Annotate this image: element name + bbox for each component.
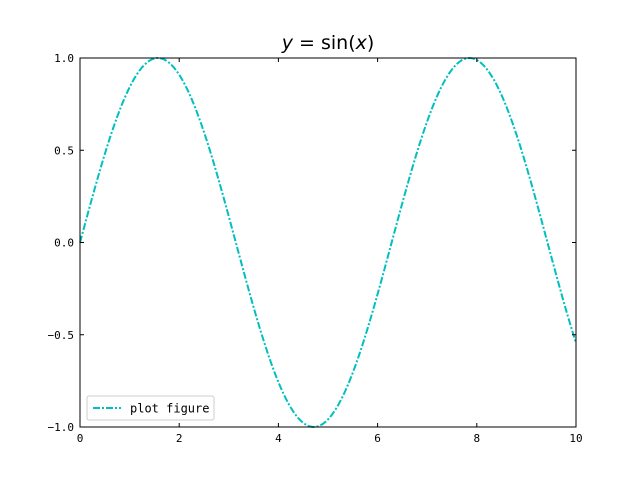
legend-label: plot figure	[130, 402, 209, 416]
y-tick-label: 0.0	[54, 237, 74, 250]
title-var: x	[355, 32, 368, 54]
x-tick-label: 0	[77, 432, 84, 445]
y-tick-label: 1.0	[54, 52, 74, 65]
x-tick-label: 8	[473, 432, 480, 445]
y-tick-label: 0.5	[54, 144, 74, 157]
title-rhs: )	[367, 32, 374, 54]
legend: plot figure	[86, 395, 215, 421]
x-tick-label: 6	[374, 432, 381, 445]
chart-title: y = sin(x)	[281, 32, 375, 54]
x-tick-label: 2	[176, 432, 183, 445]
series-line-0	[79, 56, 577, 428]
plot-area: 0 2 4 6 8 10 1.0 0.5 0.0 −0.5 −1.0	[48, 52, 583, 445]
y-tick-label: −1.0	[48, 421, 75, 434]
legend-box	[86, 395, 215, 421]
axes-frame	[79, 57, 577, 428]
title-lhs: y	[281, 32, 294, 54]
x-tick-label: 4	[275, 432, 282, 445]
x-tick-label: 10	[569, 432, 582, 445]
y-tick-label: −0.5	[48, 329, 75, 342]
title-eq: = sin(	[293, 32, 356, 54]
